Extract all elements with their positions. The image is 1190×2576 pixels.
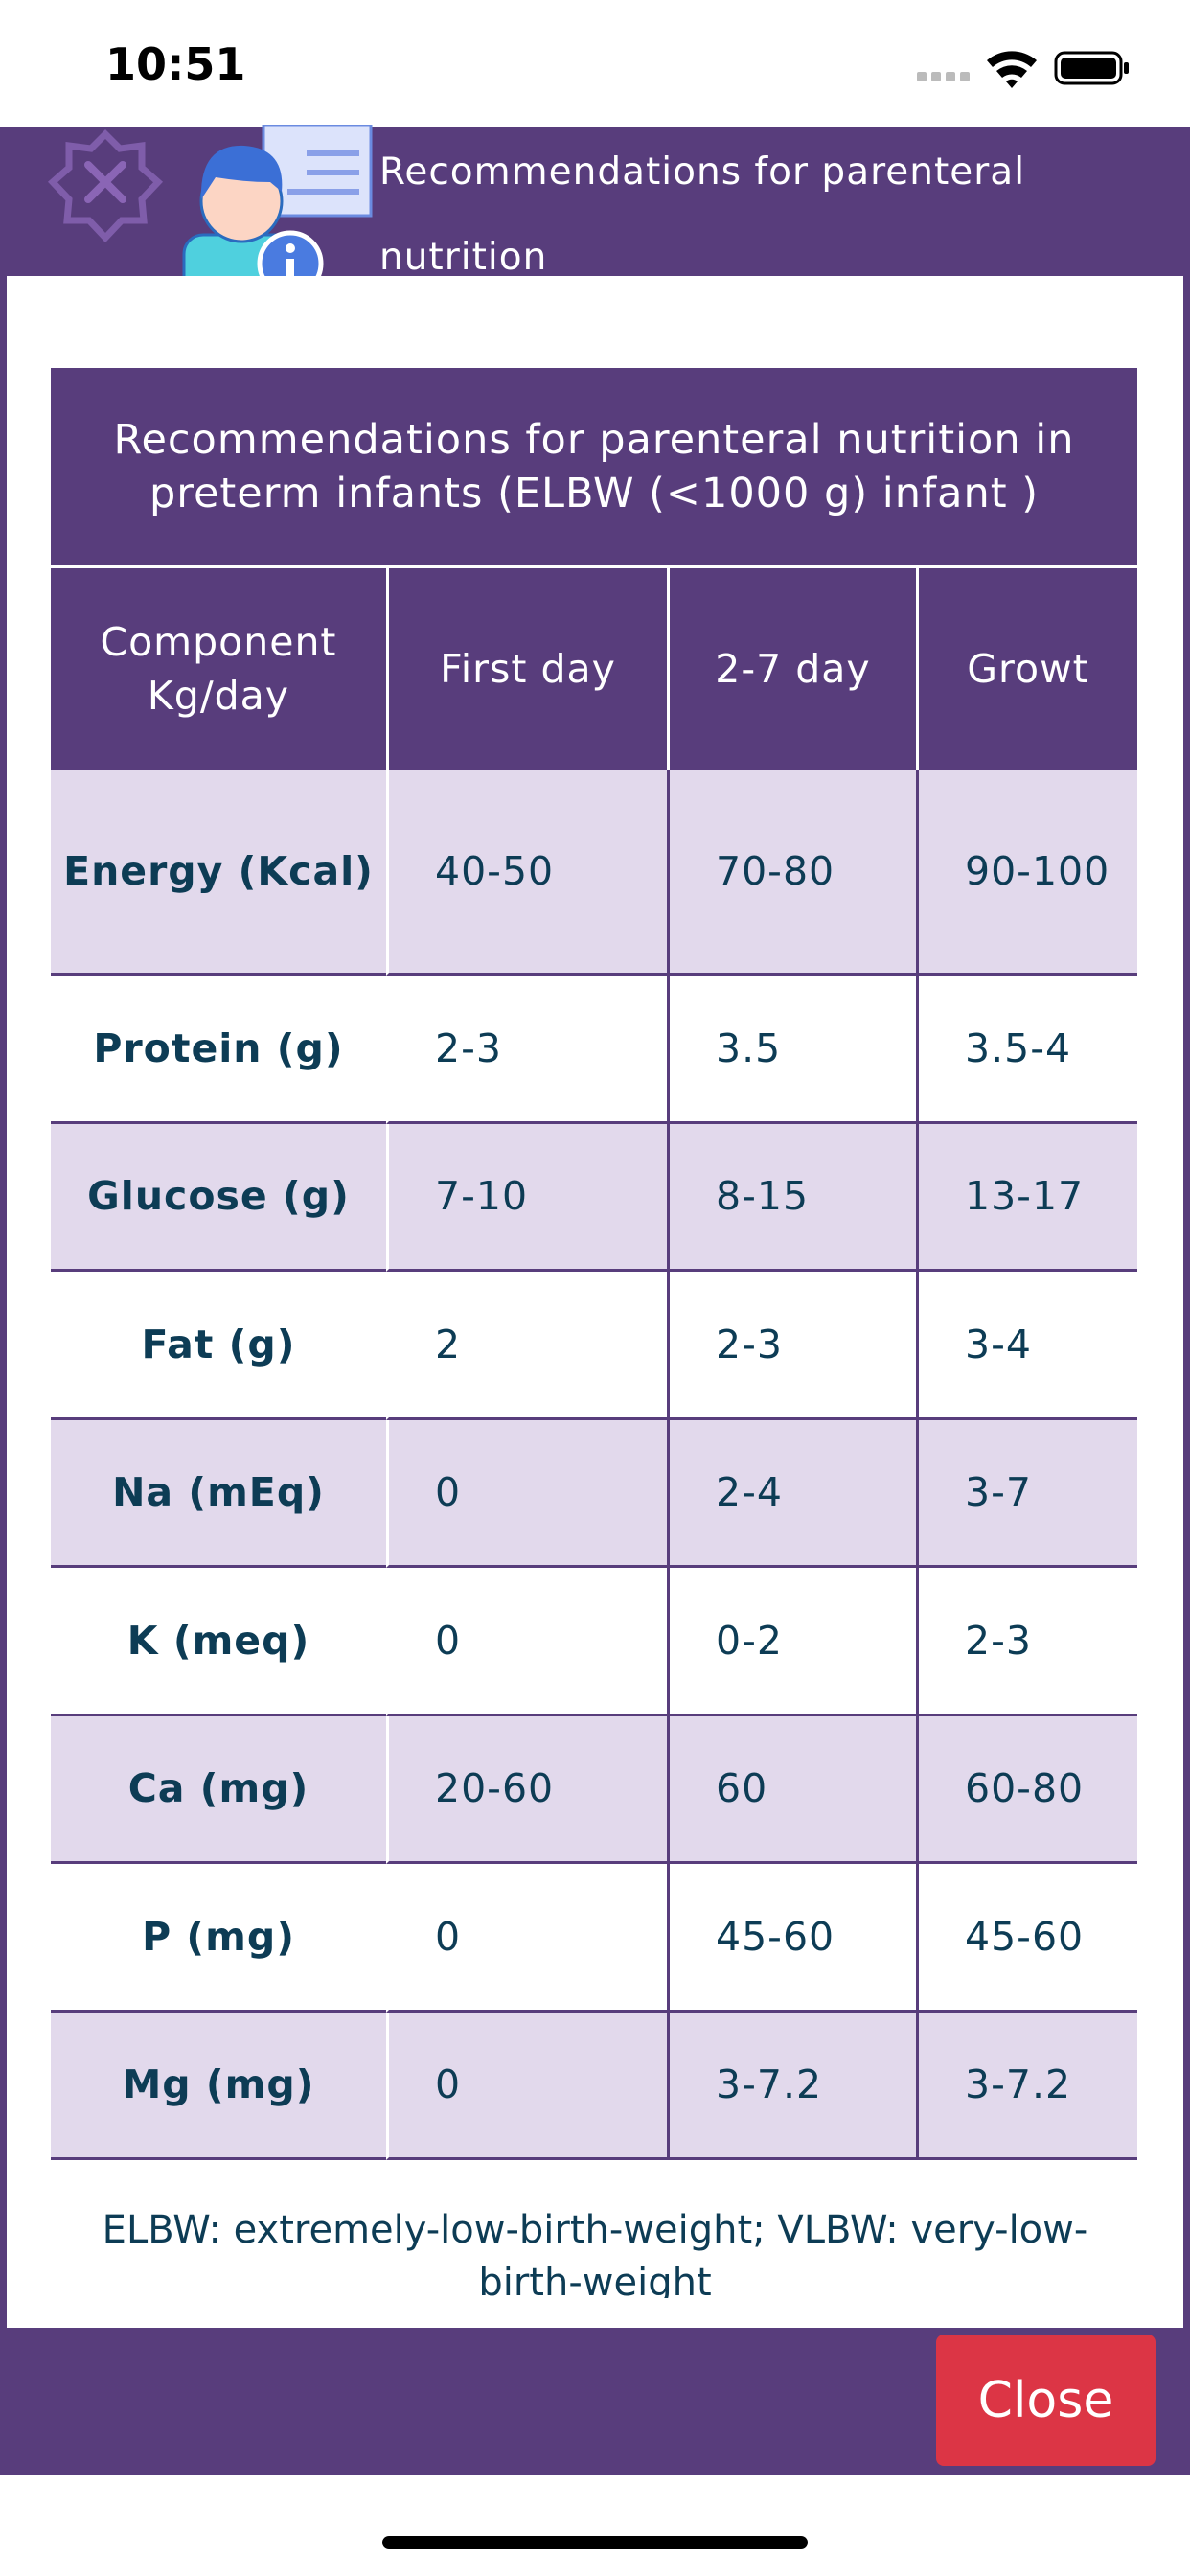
row-label: Energy (Kcal) (51, 770, 386, 976)
table: Recommendations for parenteral nutrition… (51, 368, 1137, 2162)
cell: 40-50 (386, 770, 667, 976)
table-title: Recommendations for parenteral nutrition… (51, 368, 1137, 568)
row-label: P (mg) (51, 1864, 386, 2012)
cell: 70-80 (667, 770, 916, 976)
cell: 2-4 (667, 1419, 916, 1568)
status-icons (917, 51, 1129, 88)
header-title: Recommendations for parenteral nutrition (379, 150, 1026, 279)
cell: 60-80 (916, 1715, 1137, 1864)
cell: 3-7 (916, 1419, 1137, 1568)
column-header: First day (386, 568, 667, 770)
cell: 2-3 (386, 976, 667, 1124)
cell: 0 (386, 1419, 667, 1568)
cell: 13-17 (916, 1123, 1137, 1272)
row-label: Na (mEq) (51, 1419, 386, 1568)
cell: 8-15 (667, 1123, 916, 1272)
row-label: Mg (mg) (51, 2012, 386, 2160)
home-indicator (382, 2536, 808, 2549)
cell: 60 (667, 1715, 916, 1864)
cell: 45-60 (667, 1864, 916, 2012)
cell: 2-3 (667, 1272, 916, 1420)
cell: 3.5 (667, 976, 916, 1124)
column-header: Component Kg/day (51, 568, 386, 770)
row-label: Ca (mg) (51, 1715, 386, 1864)
footnote: ELBW: extremely-low-birth-weight; VLBW: … (102, 2208, 1088, 2298)
cell: 3-4 (916, 1272, 1137, 1420)
cell: 90-100 (916, 770, 1137, 976)
cell: 7-10 (386, 1123, 667, 1272)
row-label: Fat (g) (51, 1272, 386, 1420)
row-label: Protein (g) (51, 976, 386, 1124)
cell: 3-7.2 (667, 2012, 916, 2160)
cell: 45-60 (916, 1864, 1137, 2012)
cell: 2-3 (916, 1568, 1137, 1716)
cell: 0 (386, 2012, 667, 2160)
row-label: Glucose (g) (51, 1123, 386, 1272)
cell: 20-60 (386, 1715, 667, 1864)
cell: 2 (386, 1272, 667, 1420)
row-label: K (meq) (51, 1568, 386, 1716)
cell: 0 (386, 1568, 667, 1716)
cell: 3-7.2 (916, 2012, 1137, 2160)
close-button[interactable]: Close (936, 2334, 1156, 2466)
column-header: Growt (916, 568, 1137, 770)
column-header: 2-7 day (667, 568, 916, 770)
header-icons (47, 125, 373, 302)
cell: 0-2 (667, 1568, 916, 1716)
cell: 3.5-4 (916, 976, 1137, 1124)
status-time: 10:51 (105, 38, 246, 90)
cell: 0 (386, 1864, 667, 2012)
